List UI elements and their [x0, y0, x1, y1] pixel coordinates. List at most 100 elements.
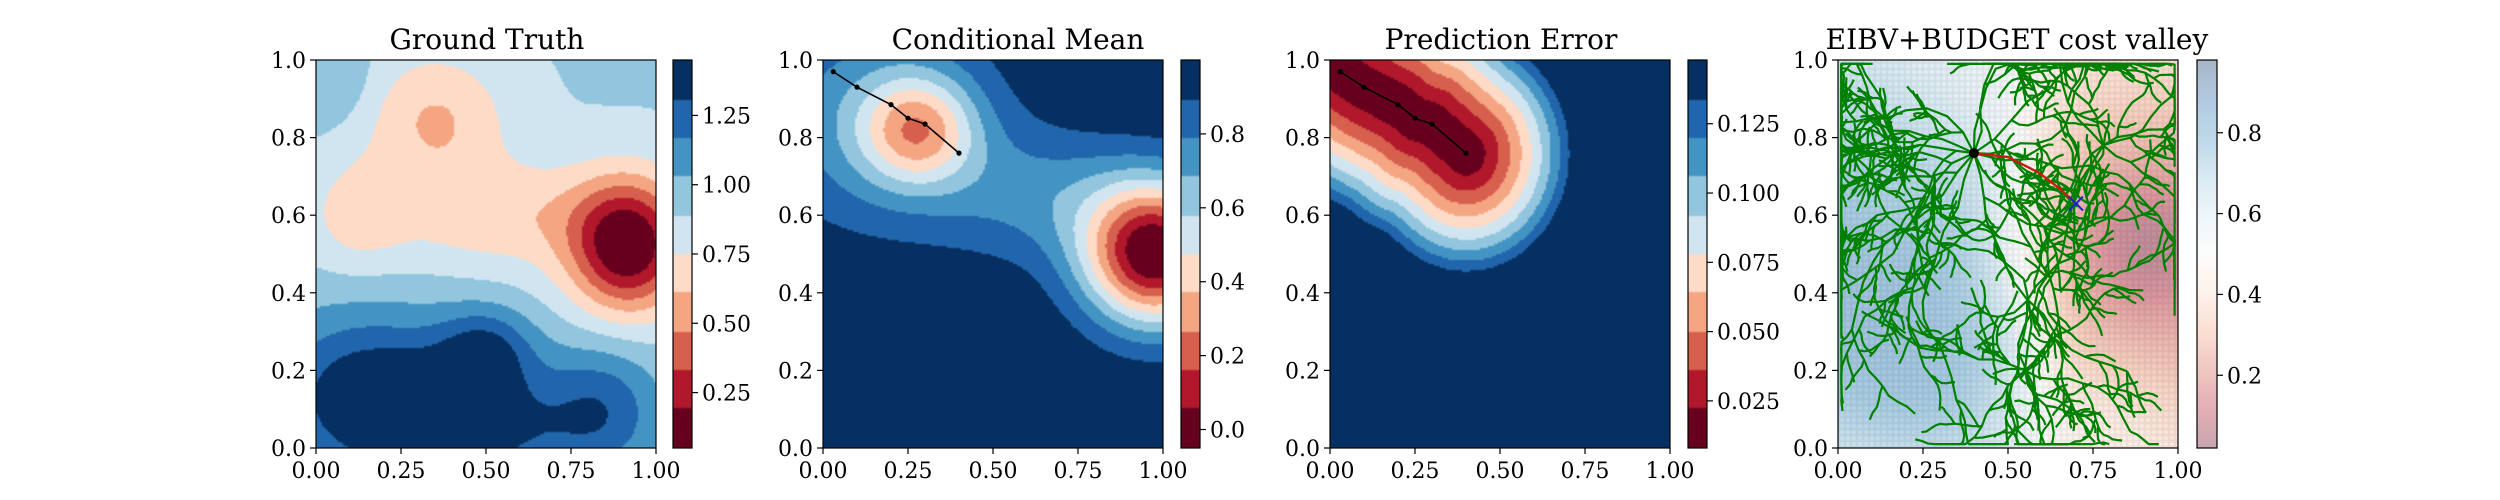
tree-branch — [2130, 137, 2169, 164]
tree-branch — [1840, 308, 1845, 342]
tree-branch — [1887, 140, 1905, 178]
tree-branch — [2013, 78, 2024, 106]
tree-branch — [2036, 287, 2046, 332]
tree-branch — [1840, 272, 1851, 295]
tree-branch — [2043, 252, 2058, 272]
target-marker — [2068, 195, 2084, 212]
colorbar-tick-label: 0.6 — [1210, 197, 1245, 222]
tree-branch — [2147, 62, 2175, 66]
x-tick-label: 0.00 — [1306, 459, 1355, 484]
tree-branch — [1889, 120, 1896, 144]
tree-branch — [2104, 62, 2135, 78]
tree-branch — [2069, 434, 2091, 446]
x-tick-label: 1.00 — [1646, 459, 1695, 484]
tree-branch — [1912, 114, 1931, 120]
y-axis: 0.0 0.2 0.4 0.6 0.8 1.0 — [271, 49, 316, 462]
tree-branch — [2141, 62, 2167, 68]
tree-branch — [2058, 63, 2105, 147]
tree-branch — [1885, 115, 1896, 144]
tree-branch — [2131, 83, 2151, 104]
tree-branch — [1982, 350, 2006, 360]
colorbar-axis: 0.25 0.50 0.75 1.00 1.25 — [692, 104, 751, 407]
tree-branch — [1993, 428, 2018, 438]
tree-branch — [1840, 340, 1854, 354]
colorbar-tick-label: 0.050 — [1717, 321, 1780, 346]
tree-branch — [1840, 236, 1848, 262]
tree-branch — [1928, 128, 1946, 137]
tree-branch — [2011, 188, 2028, 216]
tree-branch — [1910, 186, 1932, 194]
y-tick-label: 0.6 — [1793, 204, 1828, 229]
tree-branch — [1840, 365, 1845, 404]
tree-branch — [2154, 227, 2165, 256]
tree-branch — [1932, 203, 1954, 209]
tree-branch — [1906, 85, 1923, 107]
tree-branch — [1995, 320, 2011, 366]
tree-branch — [1840, 227, 1848, 239]
tree-branch — [2074, 276, 2094, 286]
tree-branch — [2116, 285, 2144, 292]
tree-branch — [1960, 300, 1985, 314]
tree-branch — [2028, 73, 2037, 93]
tree-branch — [1941, 337, 1963, 346]
tree-branch — [2018, 177, 2027, 200]
tree-branch — [2005, 208, 2027, 217]
colorbar-image — [1688, 60, 1707, 448]
tree-branch — [2097, 426, 2123, 442]
tree-branch — [2062, 399, 2085, 405]
tree-branch — [2034, 143, 2054, 153]
tree-branch — [1914, 195, 1927, 222]
tree-branch — [2168, 191, 2176, 226]
tree-branch — [1955, 398, 1980, 429]
tree-branch — [2090, 271, 2114, 289]
tree-branch — [2072, 144, 2104, 204]
y-tick-label: 0.2 — [1793, 359, 1828, 384]
tree-branch — [1896, 166, 1932, 178]
path-point — [1463, 150, 1469, 156]
tree-branch — [1868, 385, 1884, 421]
tree-branch — [1983, 304, 1999, 329]
tree-branch — [1852, 293, 1878, 304]
tree-branch — [1874, 184, 1881, 208]
tree-branch — [1878, 300, 1887, 324]
tree-branch — [2072, 284, 2080, 307]
y-tick-label: 1.0 — [1285, 49, 1320, 74]
tree-branch — [2001, 290, 2019, 322]
tree-branch — [1946, 234, 1968, 240]
tree-branch — [2022, 87, 2030, 107]
tree-branch — [2031, 366, 2037, 396]
y-axis: 0.0 0.2 0.4 0.6 0.8 1.0 — [1285, 49, 1330, 462]
x-axis: 0.00 0.25 0.50 0.75 1.00 — [292, 448, 681, 484]
x-tick-label: 1.00 — [632, 459, 681, 484]
tree-branch — [1996, 319, 2017, 337]
tree-branch — [2083, 192, 2098, 237]
x-tick-label: 0.00 — [1814, 459, 1863, 484]
tree-branch — [1840, 135, 1850, 153]
tree-branch — [2079, 410, 2100, 415]
tree-branch — [2009, 79, 2033, 94]
tree-branch — [1940, 405, 1956, 425]
tree-branch — [2034, 80, 2052, 105]
tree-branch — [2056, 168, 2062, 190]
tree-branch — [1975, 112, 1996, 149]
colorbar-tick-label: 0.75 — [702, 243, 751, 268]
tree-branch — [1863, 214, 1879, 243]
y-tick-label: 1.0 — [271, 49, 306, 74]
colorbar-image — [673, 60, 692, 448]
tree-branch — [2165, 169, 2176, 177]
x-tick-label: 0.25 — [377, 459, 426, 484]
tree-branch — [1890, 206, 1918, 240]
tree-branch — [2085, 153, 2105, 209]
tree-branch — [1914, 221, 1931, 259]
tree-branch — [2126, 245, 2141, 271]
tree-branch — [2019, 173, 2042, 179]
tree-branch — [1935, 176, 1949, 199]
tree-branch — [2043, 228, 2069, 289]
tree-branch — [1977, 321, 1996, 335]
tree-branch — [2083, 289, 2102, 306]
tree-branch — [2144, 72, 2162, 104]
tree-branch — [1897, 257, 1931, 296]
tree-branch — [1994, 429, 2010, 446]
tree-branch — [2026, 95, 2045, 113]
colorbar-tick-label: 1.00 — [702, 174, 751, 199]
